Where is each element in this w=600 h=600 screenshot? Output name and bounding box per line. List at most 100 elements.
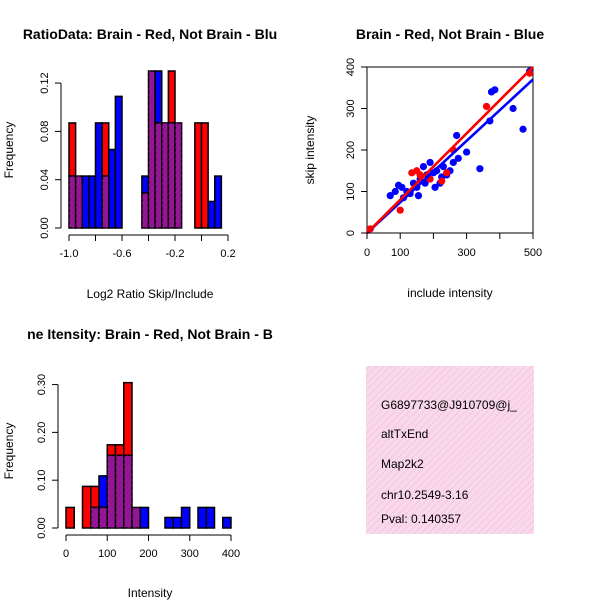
ratio-histogram-xlabel: Log2 Ratio Skip/Include [87, 287, 214, 301]
x-tick-label: 300 [181, 548, 199, 560]
intensity-histogram-axes: 0 100 200 300 400 0.00 0.10 0.20 0.30 [36, 374, 240, 560]
overlap-hatch [175, 122, 182, 228]
overlap-hatch [115, 455, 124, 528]
brain-point [396, 206, 404, 214]
scatter-ylabel: skip intensity [303, 116, 317, 185]
intensity-histogram-panel: ne Itensity: Brain - Red, Not Brain - B … [2, 326, 273, 600]
red-bar [81, 485, 92, 529]
x-tick-label: 0.2 [220, 248, 235, 260]
ratio-histogram-axes: -1.0 -0.6 -0.2 0.2 0.00 0.04 0.08 0.12 [39, 72, 236, 260]
not-brain-point [414, 192, 423, 200]
blue-bar [81, 175, 90, 229]
blue-bar [108, 148, 117, 229]
blue-bar [139, 506, 150, 529]
not-brain-point [509, 104, 517, 113]
blue-bar [98, 475, 108, 509]
info-line-pval: Pval: 0.140357 [381, 512, 461, 526]
y-tick-label: 0.00 [39, 217, 51, 238]
red-bar [123, 381, 133, 457]
blue-bar [205, 506, 216, 529]
not-brain-point [431, 183, 439, 191]
info-line-id: G6897733@J910709@j_ [381, 398, 517, 412]
scatter-axes: 0 100 300 500 0 100 200 300 400 [345, 58, 542, 259]
blue-bar [172, 516, 183, 529]
overlap-hatch [69, 176, 76, 228]
blue-bar [214, 175, 223, 229]
red-bar [90, 485, 100, 509]
y-tick-label: 0.12 [39, 72, 51, 93]
overlap-hatch [155, 122, 162, 228]
scatter-points [366, 66, 534, 234]
not-brain-point [491, 86, 499, 94]
not-brain-fit-line [366, 78, 534, 234]
intensity-scatter-panel: Brain - Red, Not Brain - Blue include in… [303, 26, 544, 300]
ratio-histogram-panel: RatioData: Brain - Red, Not Brain - Blu … [2, 26, 277, 301]
brain-fit-line [366, 66, 534, 234]
red-bar [106, 444, 117, 457]
x-tick-label: 500 [524, 247, 542, 259]
red-bar [167, 70, 176, 124]
blue-bar [164, 516, 174, 529]
x-tick-label: -1.0 [60, 248, 79, 260]
blue-bar [197, 506, 207, 529]
x-tick-label: 100 [98, 548, 116, 560]
x-tick-label: 400 [222, 548, 240, 560]
brain-point [438, 177, 446, 185]
x-tick-label: 0 [63, 548, 69, 560]
overlap-hatch [141, 192, 149, 228]
ratio-histogram-ylabel: Frequency [2, 122, 16, 179]
not-brain-point [453, 131, 461, 140]
scatter-title: Brain - Red, Not Brain - Blue [356, 26, 544, 42]
not-brain-point [398, 183, 406, 191]
info-line-gene: Map2k2 [381, 457, 424, 471]
info-panel-hatching [366, 366, 534, 534]
y-tick-label: 0.10 [36, 469, 48, 490]
not-brain-point [476, 165, 484, 173]
y-tick-label: 0.00 [36, 517, 48, 538]
overlap-hatch [148, 71, 156, 228]
y-tick-label: 300 [345, 99, 357, 117]
not-brain-point [449, 158, 457, 167]
x-tick-label: 100 [391, 247, 409, 259]
overlap-hatch [132, 507, 141, 528]
not-brain-point [454, 154, 462, 162]
blue-bar [114, 95, 123, 229]
red-bar [101, 122, 110, 177]
scatter-xlabel: include intensity [407, 286, 492, 300]
red-bar [68, 122, 77, 177]
info-line-type: altTxEnd [381, 427, 428, 441]
not-brain-point [519, 125, 527, 133]
red-bar [114, 444, 125, 457]
blue-bar [94, 122, 103, 229]
x-tick-label: -0.2 [166, 248, 185, 260]
ratio-histogram-bars [68, 70, 223, 229]
overlap-hatch [102, 176, 109, 228]
overlap-hatch [99, 507, 108, 528]
y-tick-label: 0.20 [36, 422, 48, 443]
not-brain-point [463, 148, 471, 156]
not-brain-point [386, 192, 394, 200]
overlap-hatch [107, 455, 116, 528]
blue-bar [88, 175, 97, 229]
info-panel: G6897733@J910709@j_ altTxEnd Map2k2 chr1… [366, 366, 534, 534]
blue-bar [207, 200, 216, 229]
intensity-histogram-bars [65, 381, 232, 529]
not-brain-point [391, 187, 399, 196]
blue-bar [141, 175, 150, 194]
red-bar [65, 506, 75, 529]
overlap-hatch [161, 122, 169, 228]
x-tick-label: 200 [139, 548, 157, 560]
y-tick-label: 0.08 [39, 121, 51, 142]
not-brain-point [426, 158, 434, 167]
intensity-histogram-ylabel: Frequency [2, 423, 16, 480]
intensity-histogram-title: ne Itensity: Brain - Red, Not Brain - B [27, 326, 273, 342]
blue-bar [222, 516, 232, 529]
not-brain-point [419, 163, 428, 171]
x-tick-label: 0 [364, 247, 370, 259]
x-tick-label: 300 [457, 247, 475, 259]
blue-bar [180, 506, 191, 529]
y-tick-label: 0.04 [39, 169, 51, 190]
brain-point [443, 169, 451, 177]
x-tick-label: -0.6 [113, 248, 132, 260]
blue-bar [154, 70, 163, 124]
